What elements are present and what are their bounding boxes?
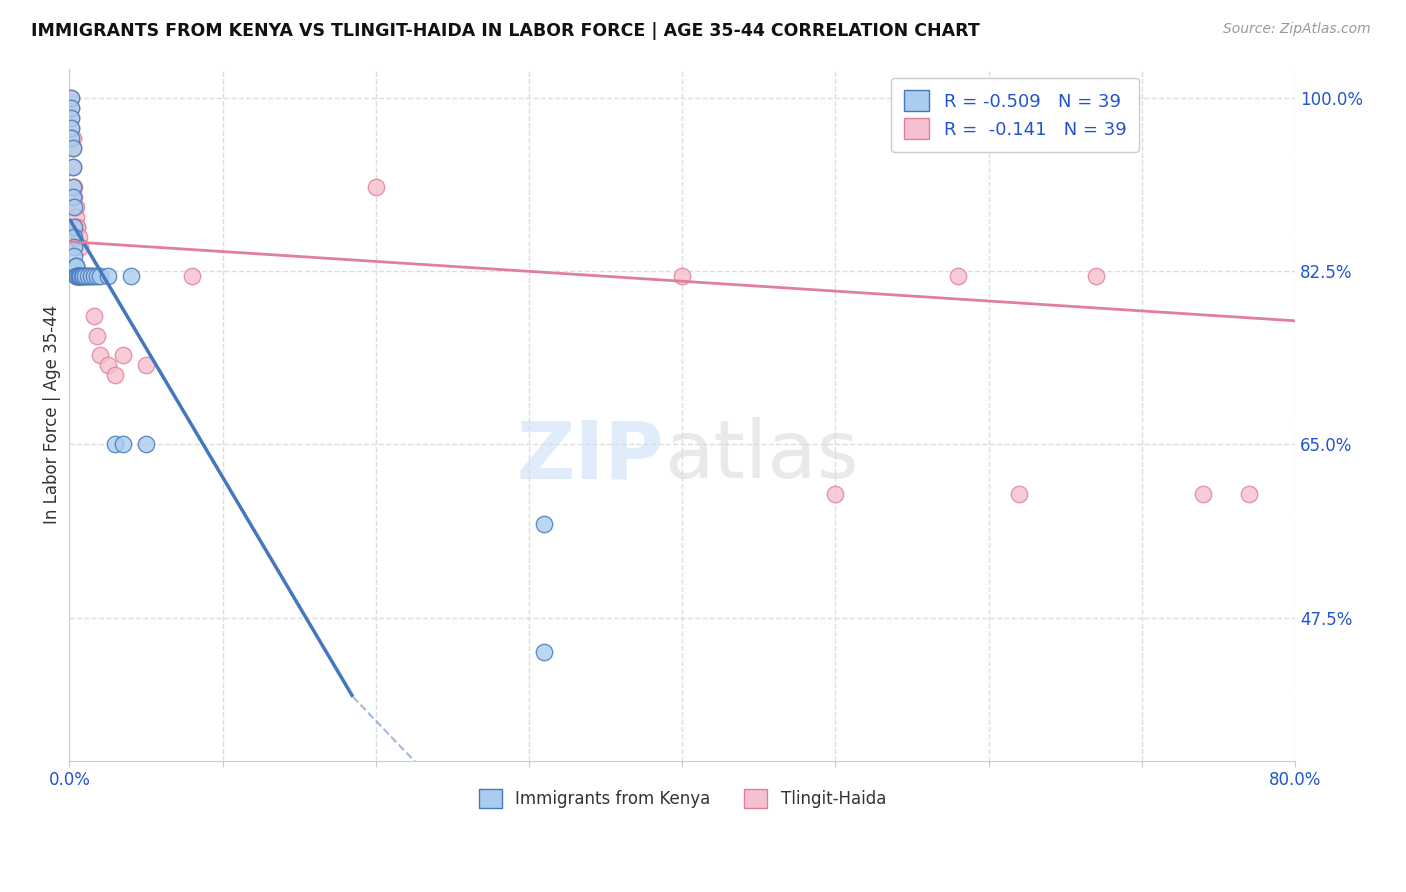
Point xyxy=(59,111,82,125)
Y-axis label: In Labor Force | Age 35-44: In Labor Force | Age 35-44 xyxy=(44,305,60,524)
Point xyxy=(1008,487,1031,501)
Point xyxy=(112,437,135,451)
Point xyxy=(671,269,693,284)
Point xyxy=(946,269,969,284)
Point xyxy=(63,200,86,214)
Point xyxy=(65,200,87,214)
Point xyxy=(65,260,87,274)
Point xyxy=(62,161,84,175)
Point xyxy=(62,161,84,175)
Point xyxy=(65,210,87,224)
Point xyxy=(59,130,82,145)
Point xyxy=(83,309,105,323)
Point xyxy=(1192,487,1215,501)
Point xyxy=(62,190,84,204)
Point xyxy=(89,348,111,362)
Text: Source: ZipAtlas.com: Source: ZipAtlas.com xyxy=(1223,22,1371,37)
Point xyxy=(533,645,555,659)
Point xyxy=(70,269,93,284)
Point xyxy=(59,120,82,135)
Point xyxy=(82,269,104,284)
Point xyxy=(80,269,103,284)
Point xyxy=(59,111,82,125)
Point xyxy=(63,229,86,244)
Point xyxy=(76,269,98,284)
Point xyxy=(66,219,89,234)
Point xyxy=(66,269,89,284)
Point xyxy=(97,359,120,373)
Point xyxy=(120,269,142,284)
Point xyxy=(63,180,86,194)
Point xyxy=(83,269,105,284)
Point xyxy=(1237,487,1260,501)
Point xyxy=(66,269,89,284)
Point xyxy=(69,239,91,253)
Point xyxy=(66,219,89,234)
Point xyxy=(135,437,157,451)
Point xyxy=(86,269,108,284)
Legend: Immigrants from Kenya, Tlingit-Haida: Immigrants from Kenya, Tlingit-Haida xyxy=(472,782,893,815)
Point xyxy=(65,260,87,274)
Point xyxy=(65,269,87,284)
Point xyxy=(76,269,98,284)
Point xyxy=(67,269,90,284)
Point xyxy=(89,269,111,284)
Point xyxy=(59,101,82,115)
Point xyxy=(67,269,90,284)
Point xyxy=(59,120,82,135)
Point xyxy=(72,269,94,284)
Point xyxy=(67,229,90,244)
Text: IMMIGRANTS FROM KENYA VS TLINGIT-HAIDA IN LABOR FORCE | AGE 35-44 CORRELATION CH: IMMIGRANTS FROM KENYA VS TLINGIT-HAIDA I… xyxy=(31,22,980,40)
Point xyxy=(59,101,82,115)
Point xyxy=(86,328,108,343)
Point xyxy=(181,269,204,284)
Point xyxy=(66,269,89,284)
Point xyxy=(824,487,846,501)
Text: atlas: atlas xyxy=(664,417,858,495)
Point xyxy=(62,141,84,155)
Point xyxy=(69,269,91,284)
Point xyxy=(75,269,97,284)
Point xyxy=(63,239,86,253)
Point xyxy=(63,250,86,264)
Point xyxy=(364,180,387,194)
Point xyxy=(59,91,82,105)
Point xyxy=(104,368,127,383)
Point xyxy=(73,269,96,284)
Point xyxy=(59,91,82,105)
Point xyxy=(70,269,93,284)
Point xyxy=(104,437,127,451)
Point xyxy=(135,359,157,373)
Point xyxy=(62,141,84,155)
Point xyxy=(97,269,120,284)
Point xyxy=(73,269,96,284)
Point xyxy=(69,269,91,284)
Point xyxy=(63,219,86,234)
Point xyxy=(79,269,101,284)
Point xyxy=(112,348,135,362)
Point xyxy=(1084,269,1107,284)
Point xyxy=(62,180,84,194)
Text: ZIP: ZIP xyxy=(516,417,664,495)
Point xyxy=(69,269,91,284)
Point xyxy=(63,190,86,204)
Point xyxy=(533,516,555,531)
Point xyxy=(72,269,94,284)
Point xyxy=(62,130,84,145)
